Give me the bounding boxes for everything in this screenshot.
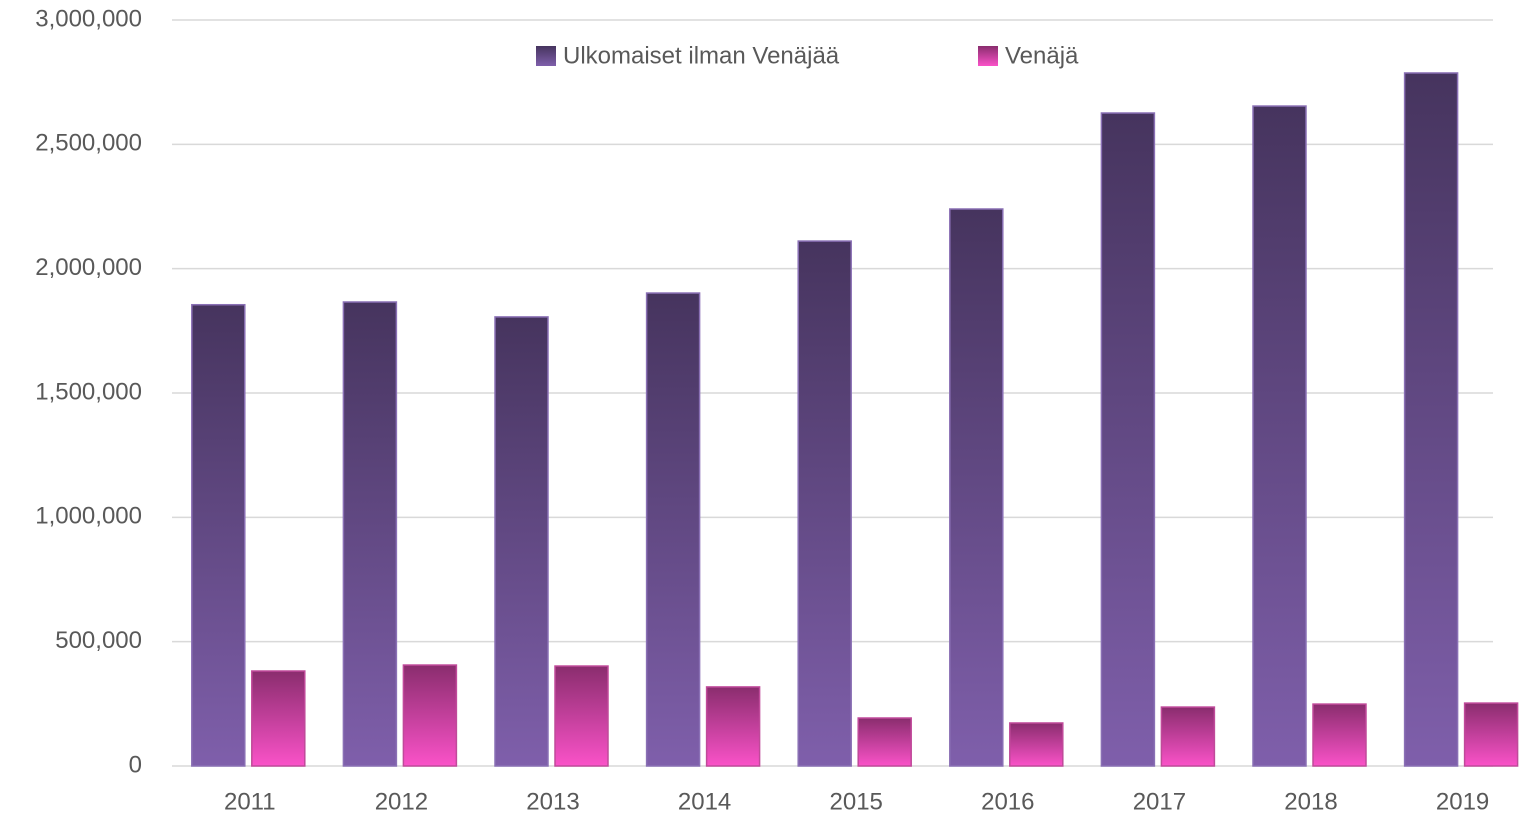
bar [1403, 72, 1459, 767]
x-tick-label: 2012 [375, 788, 428, 815]
y-tick-label: 2,000,000 [35, 254, 142, 281]
bar [191, 303, 246, 767]
x-tick-label: 2015 [830, 788, 883, 815]
bar [1009, 722, 1064, 767]
x-tick-label: 2013 [526, 788, 579, 815]
bar [251, 670, 306, 767]
x-tick-label: 2014 [678, 788, 731, 815]
bar [1312, 703, 1367, 767]
bar [402, 664, 458, 767]
bar [1463, 702, 1519, 767]
bar [342, 301, 398, 767]
y-tick-label: 500,000 [55, 627, 142, 654]
bar [494, 316, 549, 767]
bar [857, 717, 912, 767]
bar [1160, 706, 1216, 767]
y-tick-label: 3,000,000 [35, 5, 142, 32]
bar [705, 686, 761, 767]
bar [1252, 105, 1307, 767]
bar [949, 208, 1004, 767]
bar [645, 292, 701, 767]
y-tick-label: 0 [129, 751, 142, 778]
legend-label: Ulkomaiset ilman Venäjää [563, 42, 840, 69]
bar [554, 665, 609, 767]
x-tick-label: 2016 [981, 788, 1034, 815]
legend-swatch [536, 46, 556, 66]
bar [1100, 112, 1156, 767]
legend-swatch [978, 46, 998, 66]
x-tick-label: 2017 [1133, 788, 1186, 815]
x-tick-label: 2019 [1436, 788, 1489, 815]
x-tick-label: 2011 [224, 788, 276, 815]
x-tick-label: 2018 [1284, 788, 1337, 815]
y-tick-label: 2,500,000 [35, 130, 142, 157]
bar [797, 240, 852, 767]
legend-label: Venäjä [1005, 42, 1079, 69]
y-tick-label: 1,500,000 [35, 378, 142, 405]
y-tick-label: 1,000,000 [35, 503, 142, 530]
